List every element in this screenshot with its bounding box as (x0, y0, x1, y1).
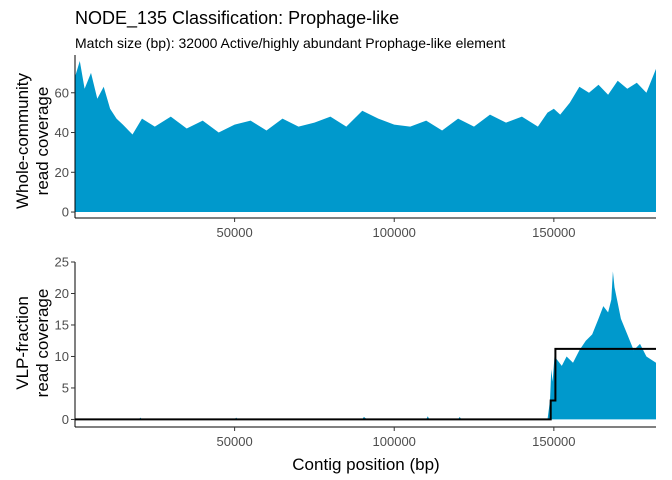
y-tick-label: 20 (55, 286, 69, 301)
y-tick-label: 5 (62, 380, 69, 395)
x-tick-label: 100000 (373, 434, 416, 449)
prophage-fit-line (75, 347, 656, 421)
y-tick-label: 0 (62, 205, 69, 220)
panel-vlp-fraction: VLP-fraction read coverage Contig positi… (13, 255, 656, 474)
y-axis-label-whole-community: Whole-community read coverage (13, 72, 52, 209)
x-tick-label: 50000 (217, 434, 253, 449)
chart-subtitle: Match size (bp): 32000 Active/highly abu… (75, 35, 505, 51)
y-axis-label-line-1: Whole-community (13, 72, 32, 209)
y-tick-label: 25 (55, 255, 69, 270)
x-tick-label: 50000 (217, 225, 253, 240)
x-axis-label: Contig position (bp) (292, 455, 439, 474)
x-tick-label: 150000 (532, 225, 575, 240)
x-tick-label: 150000 (532, 434, 575, 449)
y-tick-label: 10 (55, 349, 69, 364)
y-axis-label-line-1: VLP-fraction (13, 296, 32, 390)
y-tick-label: 0 (62, 412, 69, 427)
panel-whole-community: Whole-community read coverage 0 20 40 60 500… (13, 55, 656, 240)
coverage-area-whole-community (75, 61, 656, 212)
chart-title: NODE_135 Classification: Prophage-like (75, 8, 399, 29)
y-axis-label-line-2: read coverage (33, 87, 52, 196)
y-axis-label-vlp-fraction: VLP-fraction read coverage (13, 289, 52, 398)
x-tick-label: 100000 (373, 225, 416, 240)
y-tick-label: 60 (55, 85, 69, 100)
y-axis-label-line-2: read coverage (33, 289, 52, 398)
y-tick-label: 15 (55, 317, 69, 332)
y-tick-label: 40 (55, 125, 69, 140)
coverage-area-vlp-fraction (75, 271, 656, 420)
y-tick-label: 20 (55, 165, 69, 180)
